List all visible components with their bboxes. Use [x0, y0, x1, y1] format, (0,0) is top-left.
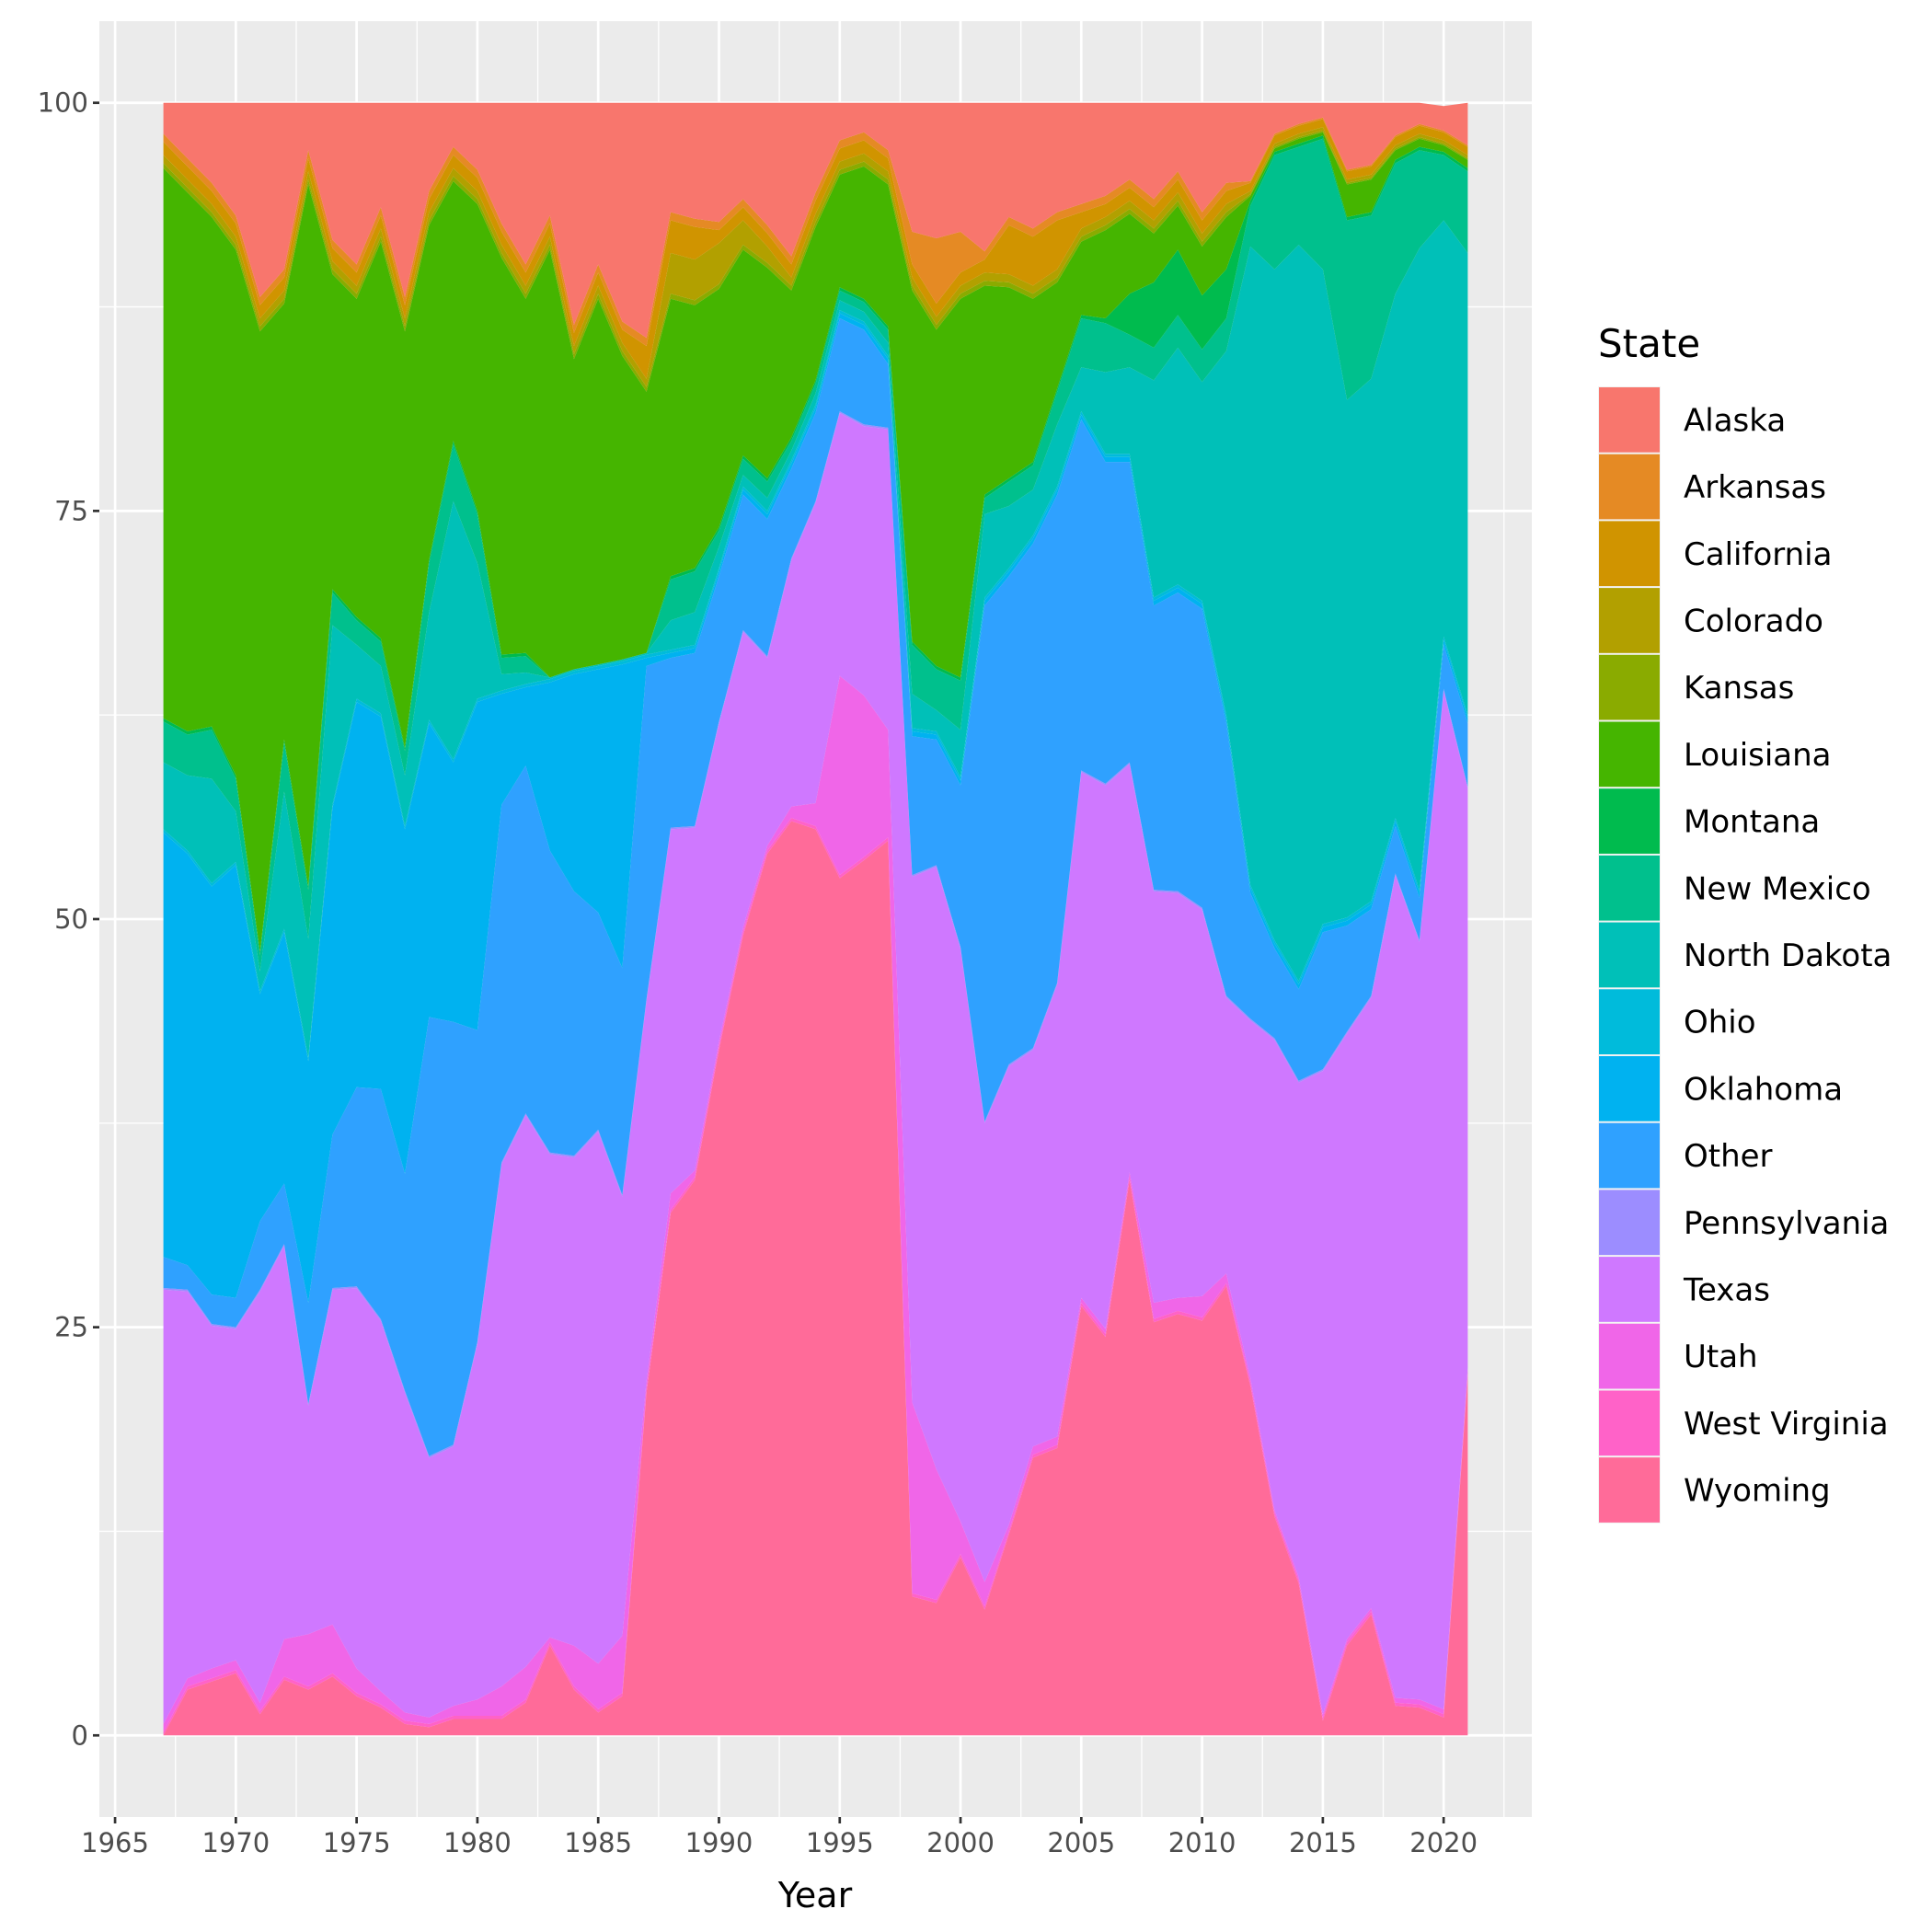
legend-swatch: [1599, 654, 1660, 720]
x-tick-label: 1965: [81, 1827, 149, 1858]
x-tick-label: 1990: [685, 1827, 753, 1858]
legend-label: Pennsylvania: [1684, 1205, 1889, 1242]
area-new-mexico: [163, 138, 1468, 972]
legend-label: Wyoming: [1684, 1473, 1831, 1510]
x-tick-label: 2000: [926, 1827, 995, 1858]
legend-swatch: [1599, 1190, 1660, 1256]
legend-swatch: [1599, 1323, 1660, 1389]
legend-item-california: California: [1598, 520, 1832, 588]
y-tick-label: 75: [54, 495, 88, 526]
legend-swatch: [1599, 1457, 1660, 1523]
legend-item-oklahoma: Oklahoma: [1598, 1055, 1843, 1122]
y-tick-label: 0: [72, 1719, 88, 1751]
legend-item-west-virginia: West Virginia: [1598, 1389, 1889, 1457]
legend-label: Kansas: [1684, 670, 1794, 707]
legend-swatch: [1599, 454, 1660, 520]
legend-item-wyoming: Wyoming: [1598, 1456, 1831, 1524]
area-texas: [163, 412, 1468, 1724]
legend-label: Montana: [1684, 804, 1820, 841]
legend: Alaska Arkansas California Colorado Kansas Lo…: [1598, 386, 1892, 1524]
y-tick-label: 50: [54, 903, 88, 935]
legend-swatch: [1599, 989, 1660, 1054]
x-axis-title: Year: [777, 1875, 853, 1915]
legend-label: Other: [1684, 1138, 1773, 1175]
x-tick-label: 1995: [806, 1827, 874, 1858]
legend-item-new-mexico: New Mexico: [1598, 854, 1871, 922]
legend-label: New Mexico: [1684, 870, 1871, 907]
area-north-dakota: [163, 220, 1468, 1058]
area-layers: [163, 102, 1468, 1736]
legend-label: Alaska: [1684, 402, 1786, 439]
x-tick-label: 1975: [323, 1827, 391, 1858]
legend-swatch: [1599, 788, 1660, 854]
legend-item-other: Other: [1598, 1121, 1773, 1190]
legend-item-kansas: Kansas: [1598, 653, 1794, 721]
x-tick-label: 1980: [443, 1827, 512, 1858]
legend-label: Ohio: [1684, 1005, 1756, 1041]
area-oklahoma: [163, 313, 1468, 1304]
legend-swatch: [1599, 1257, 1660, 1322]
area-alaska: [163, 102, 1468, 339]
legend-swatch: [1599, 855, 1660, 921]
x-tick-label: 2020: [1409, 1827, 1478, 1858]
y-tick-label: 25: [54, 1312, 88, 1343]
legend-item-montana: Montana: [1598, 788, 1820, 855]
x-tick-label: 1970: [201, 1827, 270, 1858]
legend-label: Utah: [1684, 1339, 1758, 1375]
area-other: [163, 318, 1468, 1456]
legend-label: Colorado: [1684, 603, 1823, 639]
legend-label: Louisiana: [1684, 737, 1832, 774]
legend-item-alaska: Alaska: [1598, 386, 1786, 454]
legend-label: North Dakota: [1684, 937, 1892, 974]
legend-label: Arkansas: [1684, 469, 1826, 506]
area-louisiana: [163, 132, 1468, 952]
legend-swatch: [1599, 1390, 1660, 1456]
area-wyoming: [163, 821, 1468, 1736]
legend-item-ohio: Ohio: [1598, 988, 1756, 1055]
legend-swatch: [1599, 1056, 1660, 1121]
legend-item-pennsylvania: Pennsylvania: [1598, 1189, 1889, 1257]
x-tick-label: 2015: [1289, 1827, 1357, 1858]
legend-item-colorado: Colorado: [1598, 587, 1823, 654]
legend-label: California: [1684, 536, 1832, 573]
x-tick-label: 2010: [1168, 1827, 1236, 1858]
legend-label: West Virginia: [1684, 1406, 1889, 1443]
area-montana: [163, 135, 1468, 955]
legend-item-utah: Utah: [1598, 1322, 1758, 1390]
legend-label: Oklahoma: [1684, 1071, 1843, 1108]
legend-swatch: [1599, 721, 1660, 788]
x-tick-label: 1985: [564, 1827, 632, 1858]
legend-label: Texas: [1683, 1271, 1770, 1308]
legend-item-louisiana: Louisiana: [1598, 720, 1832, 788]
legend-swatch: [1599, 387, 1660, 453]
legend-item-arkansas: Arkansas: [1598, 453, 1826, 521]
legend-title: State: [1598, 321, 1700, 366]
x-axis: 1965 1970 1975 1980 1985 1990 1995 2000 2005 2010…: [81, 1817, 1478, 1858]
legend-swatch: [1599, 521, 1660, 587]
y-tick-label: 100: [38, 87, 88, 119]
legend-swatch: [1599, 922, 1660, 988]
y-axis: 0 25 50 75 100: [38, 87, 99, 1751]
legend-swatch: [1599, 1122, 1660, 1189]
x-tick-label: 2005: [1047, 1827, 1115, 1858]
legend-item-north-dakota: North Dakota: [1598, 921, 1892, 989]
legend-swatch: [1599, 588, 1660, 653]
legend-item-texas: Texas: [1598, 1256, 1770, 1323]
